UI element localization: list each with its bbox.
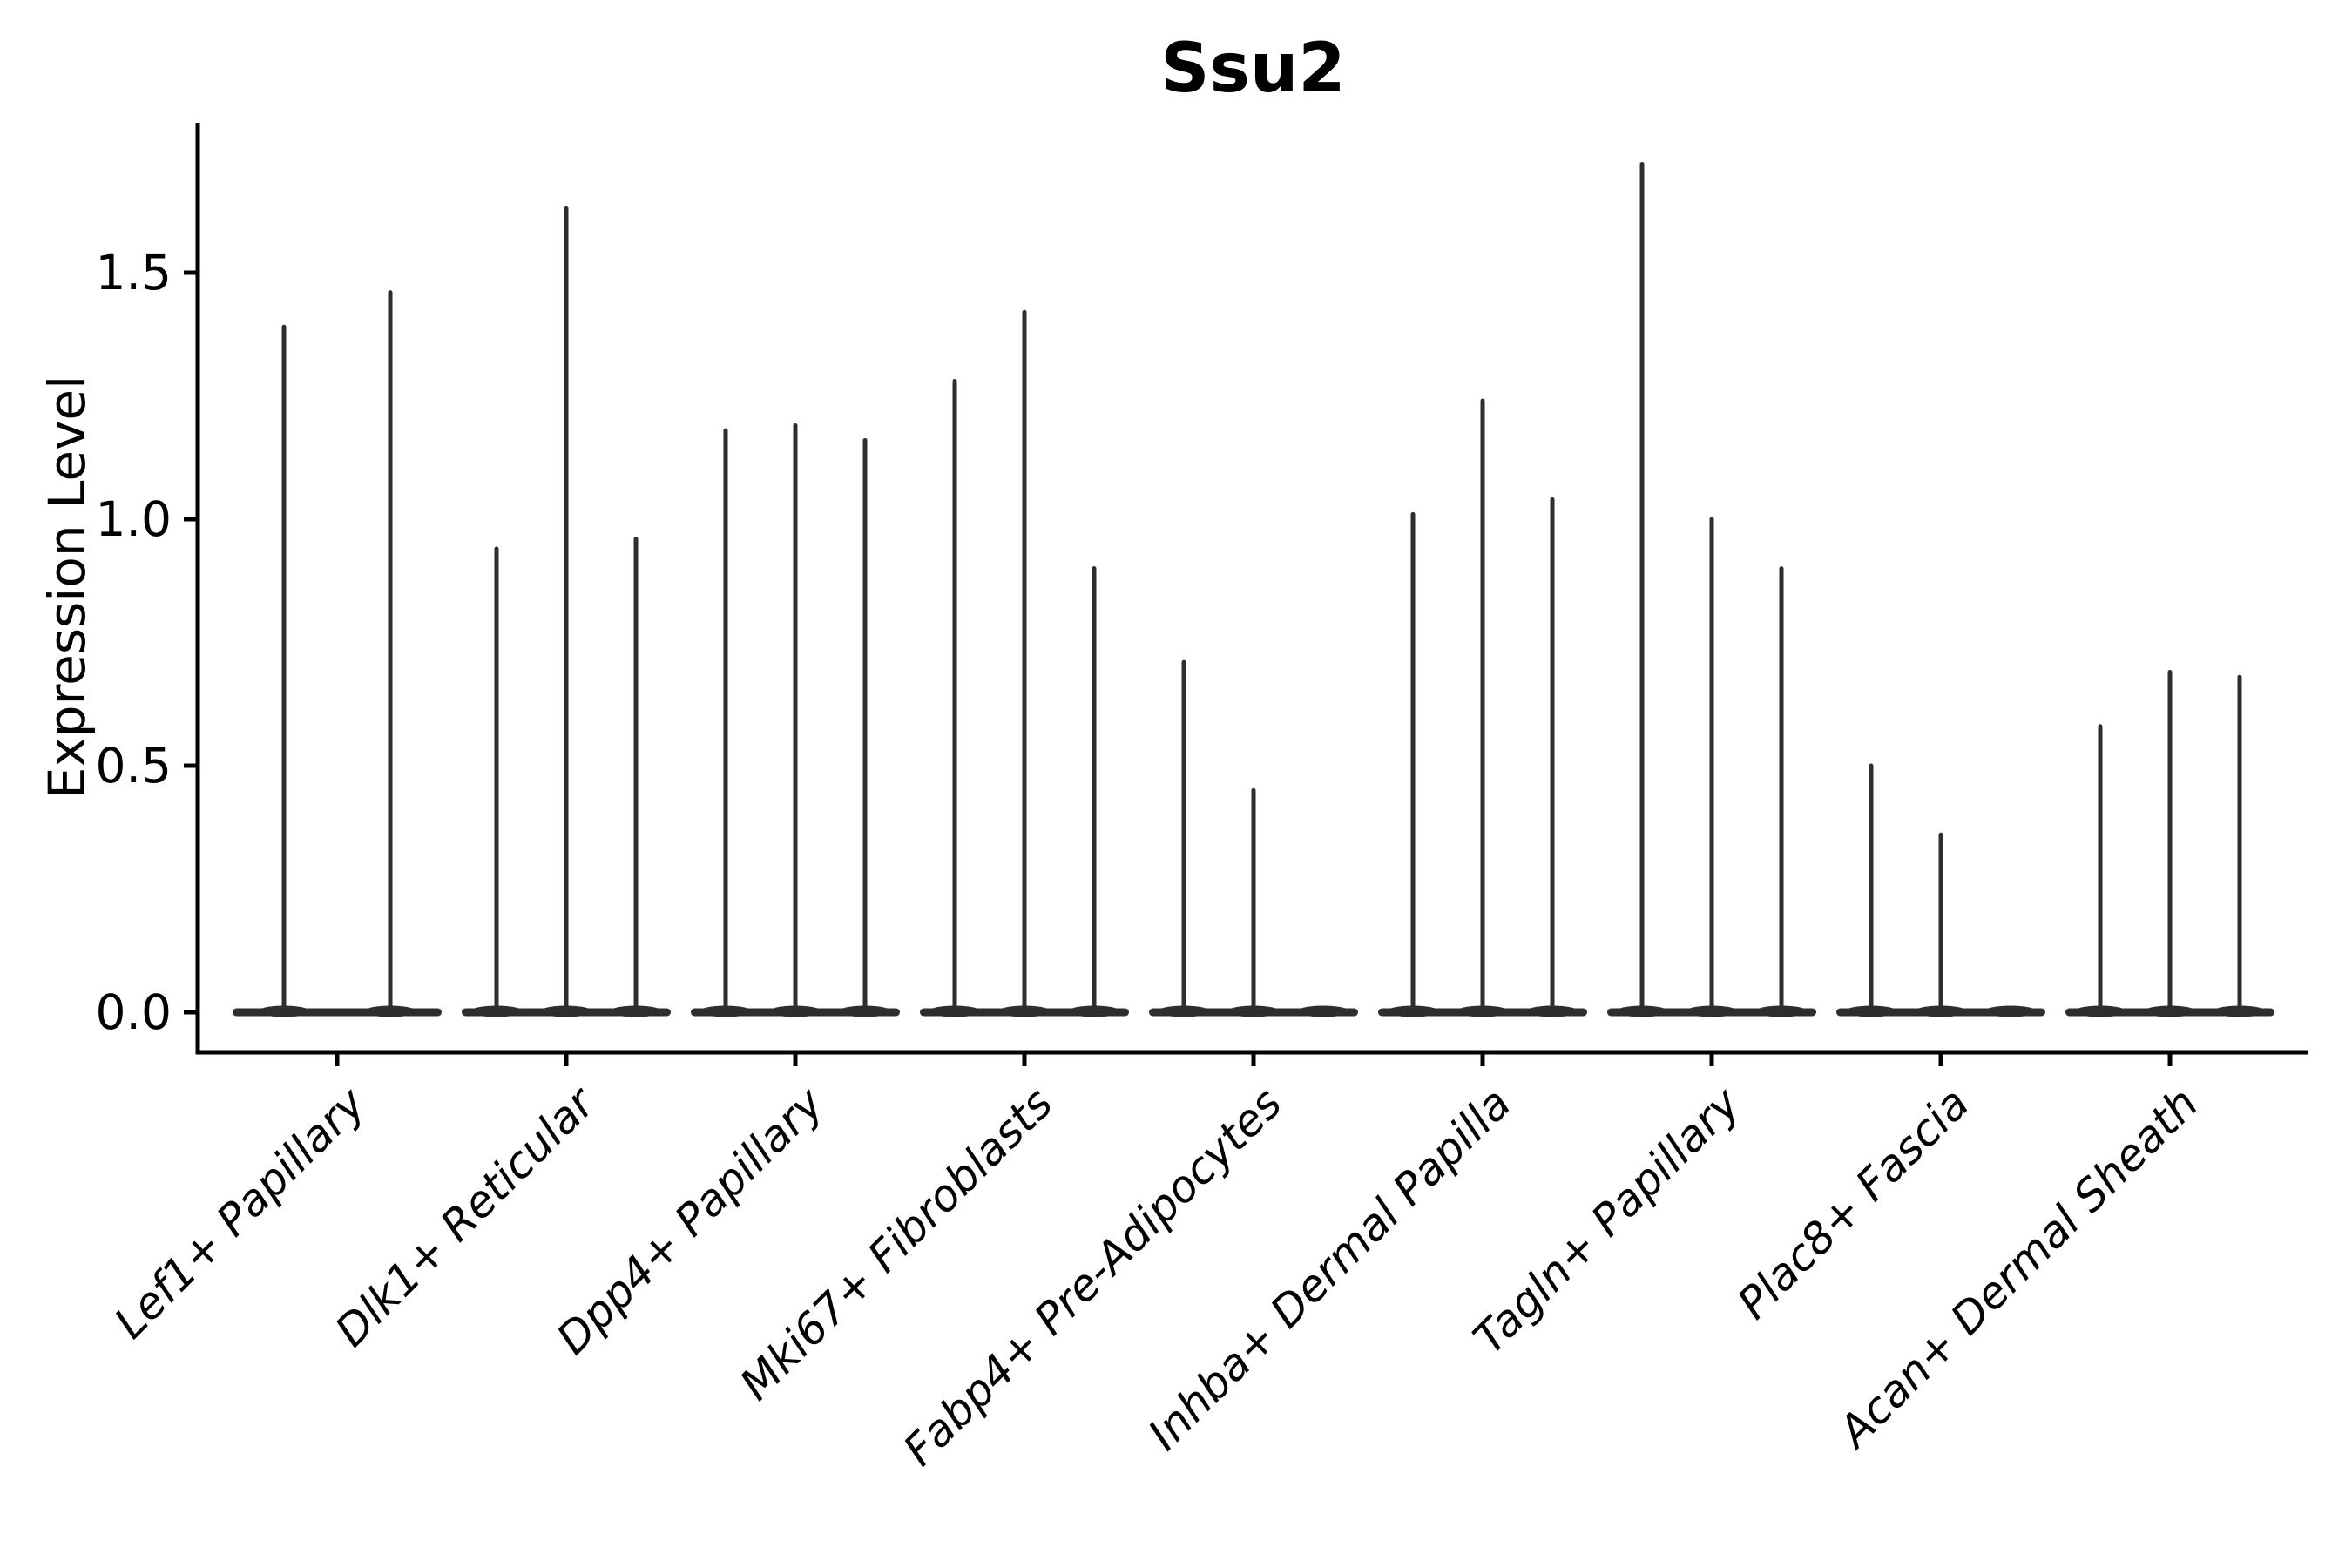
violin-base-bulge [1984, 1005, 2037, 1017]
x-tick-label: Fabp4+ Pre-Adipocytes [894, 1078, 1292, 1476]
x-tick-label: Inhba+ Dermal Papilla [1139, 1078, 1520, 1459]
y-tick-label: 1.5 [96, 245, 172, 301]
x-tick-label: Lef1+ Papillary [105, 1077, 375, 1348]
y-tick-label: 1.0 [96, 491, 172, 547]
x-tick-label: Acan+ Dermal Sheath [1828, 1078, 2208, 1458]
chart-title: Ssu2 [1160, 30, 1346, 108]
y-tick-label: 0.5 [96, 738, 172, 794]
violin-base-bulge [1297, 1005, 1349, 1017]
x-tick-label: Plac8+ Fascia [1728, 1078, 1979, 1328]
y-tick-label: 0.0 [96, 984, 172, 1040]
